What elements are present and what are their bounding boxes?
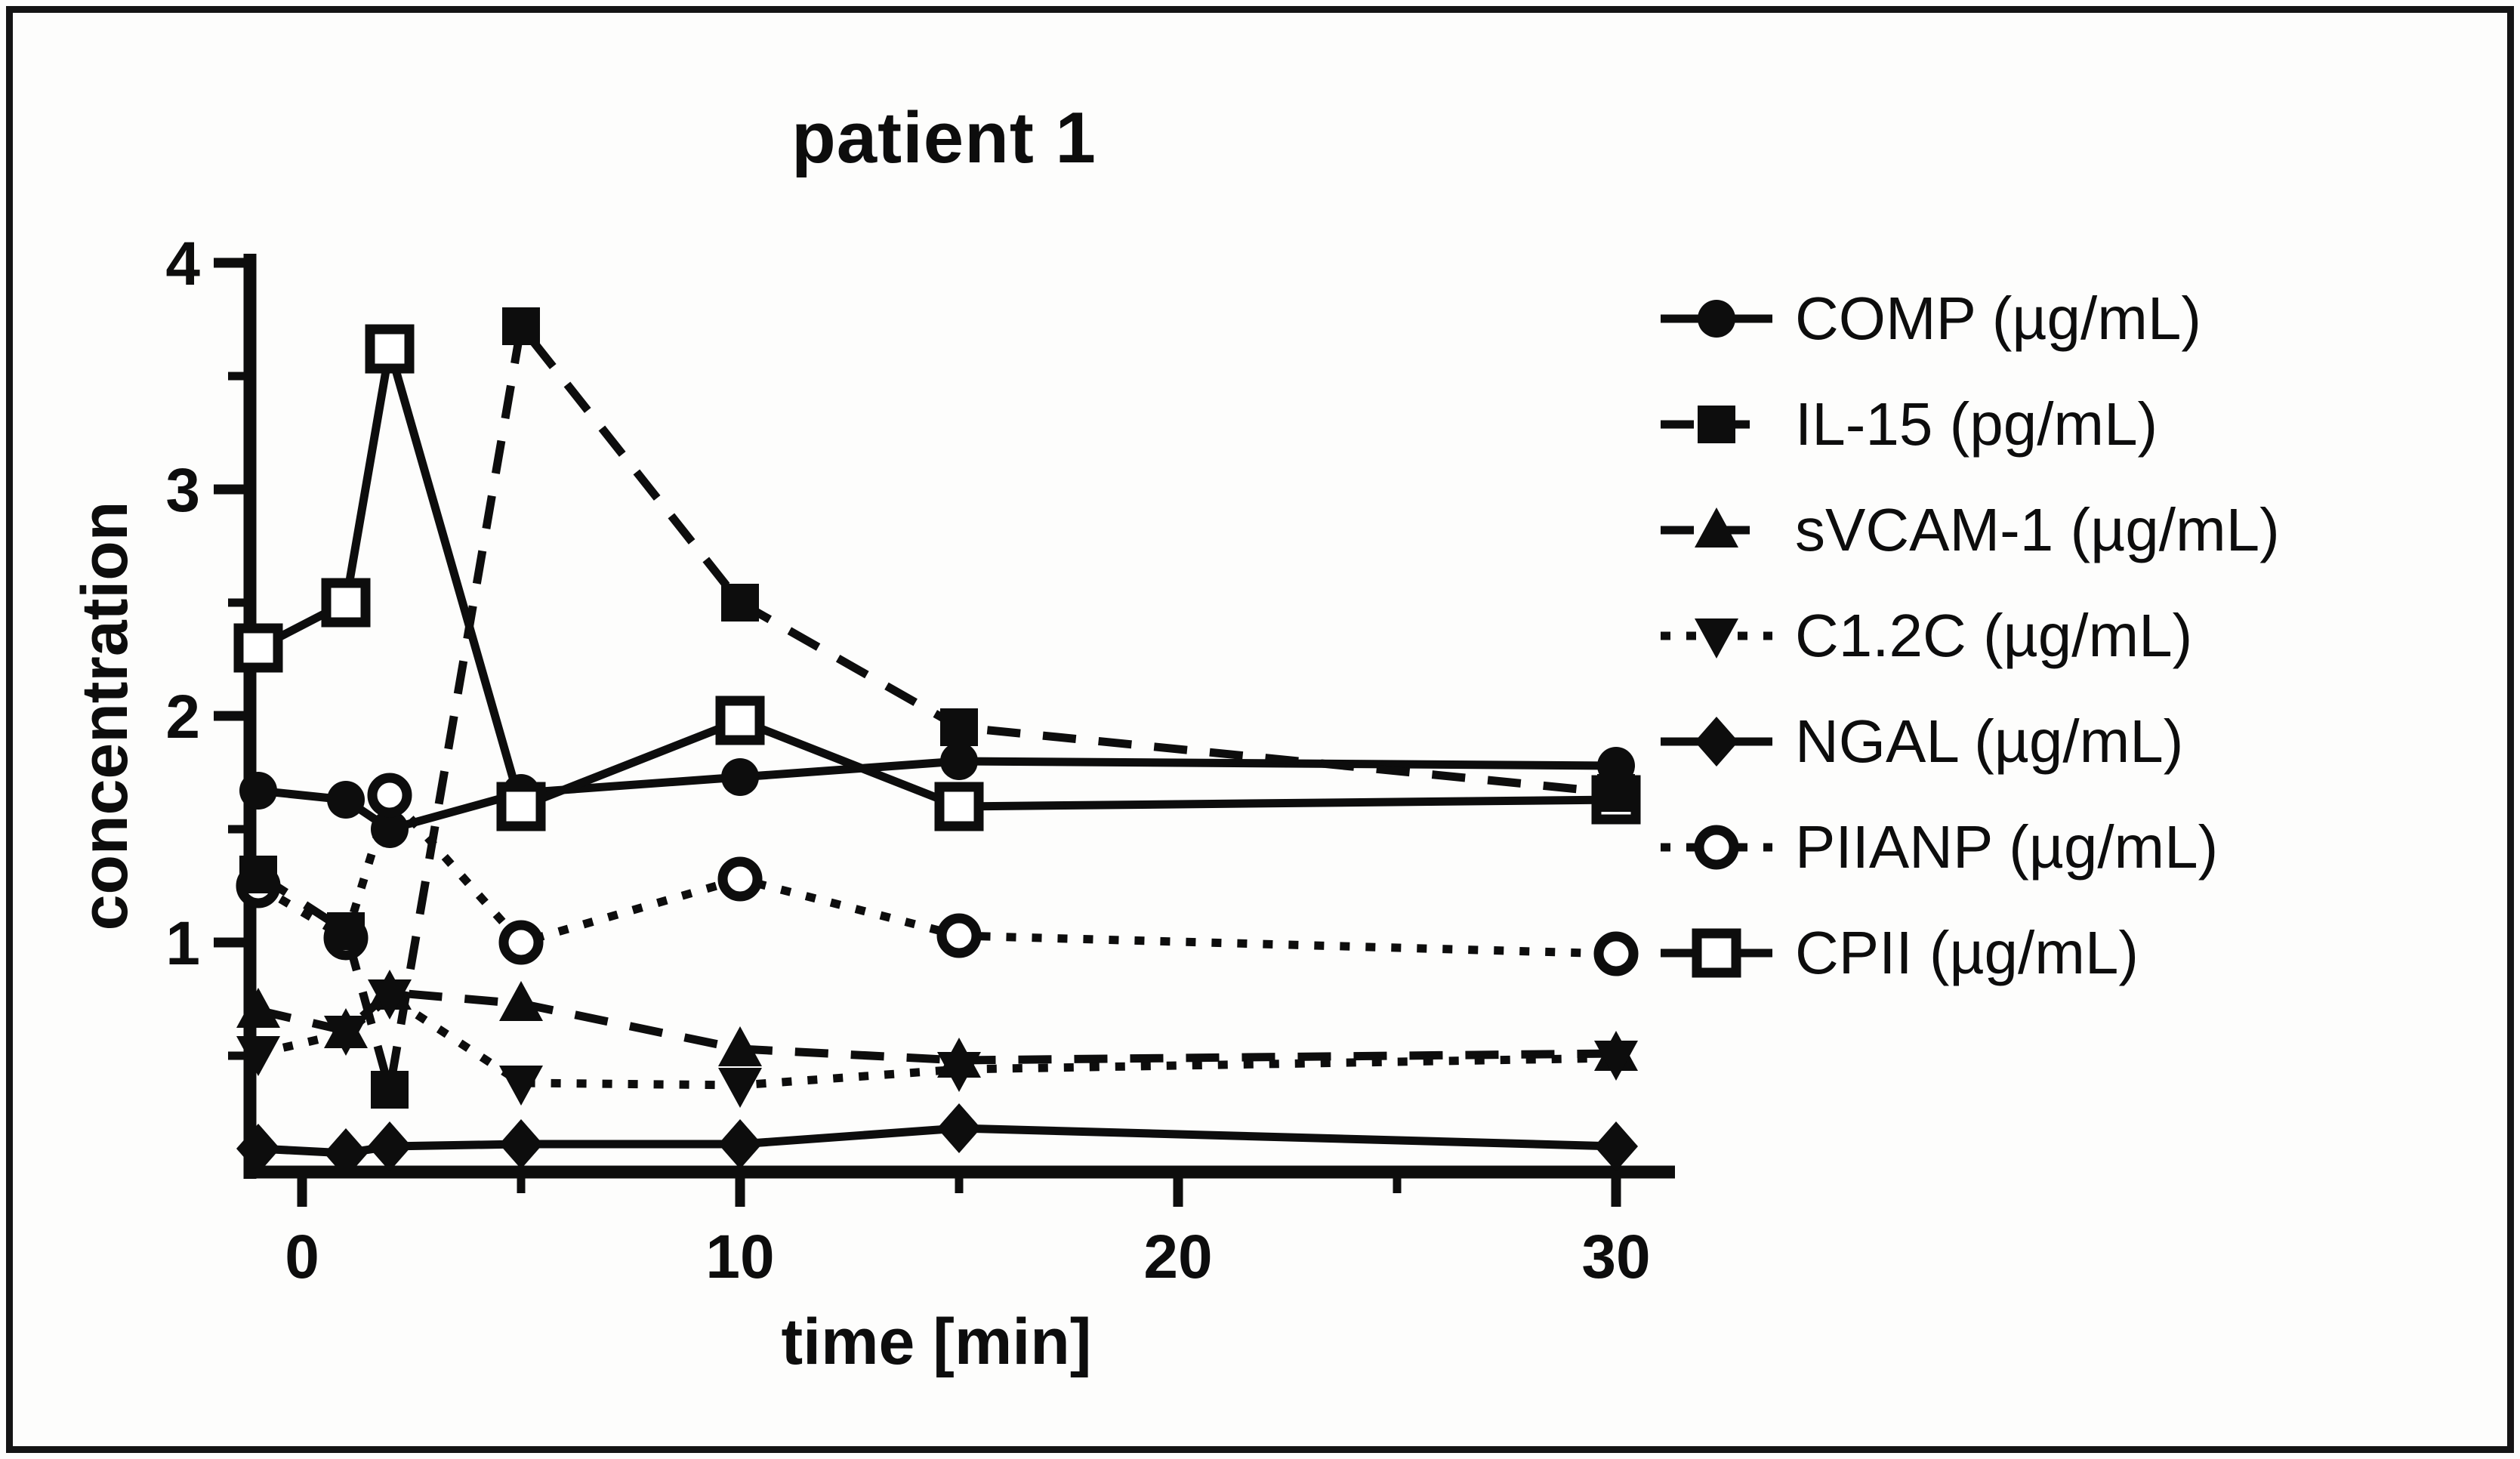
x-axis-title: time [min] bbox=[782, 1306, 1092, 1378]
x-tick-label: 10 bbox=[705, 1223, 774, 1291]
legend-label-svcam1: sVCAM-1 (µg/mL) bbox=[1795, 496, 2280, 563]
series-lines bbox=[256, 322, 1617, 1158]
x-tick-label: 20 bbox=[1143, 1223, 1212, 1291]
legend-marker-il15-icon bbox=[1661, 406, 1772, 443]
legend-label-comp: COMP (µg/mL) bbox=[1795, 285, 2202, 352]
series-markers bbox=[233, 307, 1641, 1178]
legend-marker-comp-icon bbox=[1661, 300, 1772, 338]
legend-item-cpii: CPII (µg/mL) bbox=[1658, 900, 2280, 1006]
series-markers-il15 bbox=[239, 307, 1635, 1109]
y-axis-title: concentration bbox=[69, 501, 141, 931]
legend-item-svcam1: sVCAM-1 (µg/mL) bbox=[1658, 477, 2280, 583]
chart-title: patient 1 bbox=[791, 97, 1097, 178]
series-line-cpii bbox=[256, 344, 1617, 811]
legend-label-cpii: CPII (µg/mL) bbox=[1795, 919, 2139, 986]
legend: COMP (µg/mL) IL-15 (pg/mL) sVCAM-1 (µg/m… bbox=[1658, 266, 2280, 1006]
legend-item-c12c: C1.2C (µg/mL) bbox=[1658, 583, 2280, 689]
legend-item-comp: COMP (µg/mL) bbox=[1658, 266, 2280, 372]
legend-label-ngal: NGAL (µg/mL) bbox=[1795, 708, 2184, 775]
y-tick-label: 2 bbox=[165, 683, 200, 751]
x-tick-label: 0 bbox=[285, 1223, 319, 1291]
series-markers-ngal bbox=[236, 1103, 1638, 1178]
series-line-svcam1 bbox=[257, 988, 1617, 1065]
series-markers-c12c bbox=[236, 979, 1638, 1108]
y-tick-label: 4 bbox=[165, 230, 200, 298]
y-tick-label: 3 bbox=[165, 456, 200, 525]
legend-item-piianp: PIIANP (µg/mL) bbox=[1658, 794, 2280, 900]
legend-label-piianp: PIIANP (µg/mL) bbox=[1795, 813, 2219, 881]
legend-marker-c12c-icon bbox=[1661, 618, 1772, 659]
legend-marker-svcam1-icon bbox=[1661, 507, 1772, 548]
x-tick-label: 30 bbox=[1581, 1223, 1650, 1291]
legend-marker-piianp-icon bbox=[1661, 825, 1772, 870]
legend-label-il15: IL-15 (pg/mL) bbox=[1795, 390, 2158, 458]
legend-label-c12c: C1.2C (µg/mL) bbox=[1795, 602, 2193, 669]
legend-marker-ngal-icon bbox=[1661, 717, 1772, 767]
legend-item-ngal: NGAL (µg/mL) bbox=[1658, 689, 2280, 794]
legend-marker-cpii-icon bbox=[1661, 928, 1772, 978]
legend-item-il15: IL-15 (pg/mL) bbox=[1658, 372, 2280, 477]
series-line-ngal bbox=[258, 1124, 1617, 1158]
series-markers-cpii bbox=[233, 324, 1641, 831]
series-line-c12c bbox=[257, 992, 1617, 1090]
series-line-il15 bbox=[256, 322, 1617, 1094]
y-tick-label: 1 bbox=[165, 909, 200, 978]
